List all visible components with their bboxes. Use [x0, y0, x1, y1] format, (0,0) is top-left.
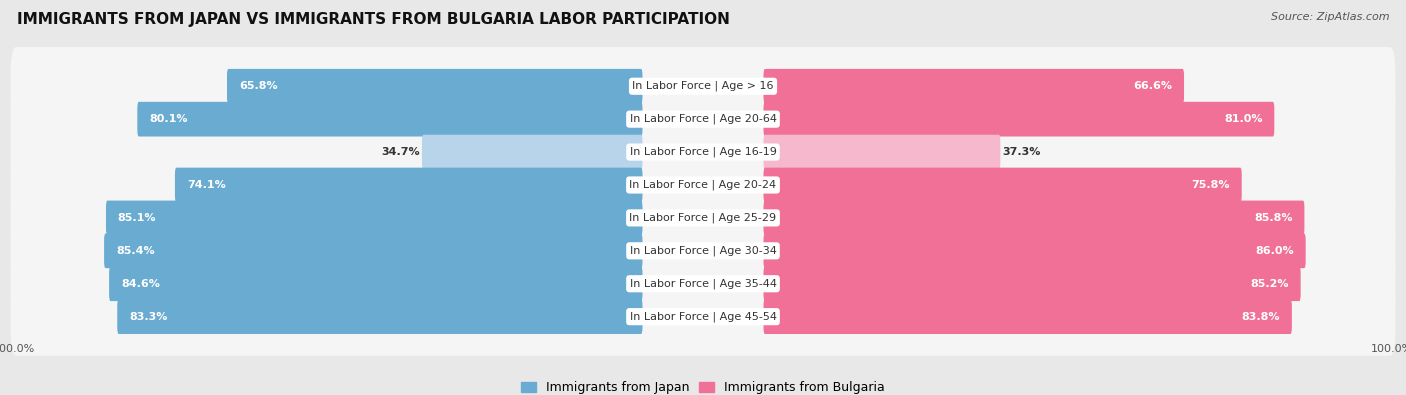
FancyBboxPatch shape [11, 245, 1395, 323]
FancyBboxPatch shape [138, 102, 643, 137]
Text: In Labor Force | Age 20-64: In Labor Force | Age 20-64 [630, 114, 776, 124]
Text: 85.4%: 85.4% [115, 246, 155, 256]
Text: 83.8%: 83.8% [1241, 312, 1279, 322]
FancyBboxPatch shape [763, 135, 1000, 169]
FancyBboxPatch shape [226, 69, 643, 103]
Text: 75.8%: 75.8% [1191, 180, 1230, 190]
Legend: Immigrants from Japan, Immigrants from Bulgaria: Immigrants from Japan, Immigrants from B… [520, 381, 886, 394]
Text: 86.0%: 86.0% [1256, 246, 1294, 256]
Text: 85.8%: 85.8% [1254, 213, 1292, 223]
FancyBboxPatch shape [11, 146, 1395, 224]
FancyBboxPatch shape [11, 80, 1395, 158]
Text: 65.8%: 65.8% [239, 81, 277, 91]
FancyBboxPatch shape [11, 47, 1395, 126]
Text: 83.3%: 83.3% [129, 312, 167, 322]
Text: In Labor Force | Age 45-54: In Labor Force | Age 45-54 [630, 311, 776, 322]
Text: 80.1%: 80.1% [149, 114, 187, 124]
FancyBboxPatch shape [763, 167, 1241, 202]
FancyBboxPatch shape [763, 201, 1305, 235]
Text: 84.6%: 84.6% [121, 279, 160, 289]
FancyBboxPatch shape [11, 277, 1395, 356]
Text: 85.1%: 85.1% [118, 213, 156, 223]
Text: In Labor Force | Age 30-34: In Labor Force | Age 30-34 [630, 246, 776, 256]
FancyBboxPatch shape [763, 299, 1292, 334]
Text: In Labor Force | Age 20-24: In Labor Force | Age 20-24 [630, 180, 776, 190]
FancyBboxPatch shape [11, 113, 1395, 191]
FancyBboxPatch shape [763, 266, 1301, 301]
FancyBboxPatch shape [11, 212, 1395, 290]
Text: 74.1%: 74.1% [187, 180, 225, 190]
FancyBboxPatch shape [110, 266, 643, 301]
Text: In Labor Force | Age 16-19: In Labor Force | Age 16-19 [630, 147, 776, 157]
FancyBboxPatch shape [763, 69, 1184, 103]
Text: 34.7%: 34.7% [381, 147, 420, 157]
Text: 66.6%: 66.6% [1133, 81, 1173, 91]
FancyBboxPatch shape [117, 299, 643, 334]
Text: Source: ZipAtlas.com: Source: ZipAtlas.com [1271, 12, 1389, 22]
Text: In Labor Force | Age > 16: In Labor Force | Age > 16 [633, 81, 773, 92]
Text: 85.2%: 85.2% [1250, 279, 1289, 289]
FancyBboxPatch shape [763, 233, 1306, 268]
Text: IMMIGRANTS FROM JAPAN VS IMMIGRANTS FROM BULGARIA LABOR PARTICIPATION: IMMIGRANTS FROM JAPAN VS IMMIGRANTS FROM… [17, 12, 730, 27]
Text: 81.0%: 81.0% [1225, 114, 1263, 124]
FancyBboxPatch shape [422, 135, 643, 169]
Text: In Labor Force | Age 25-29: In Labor Force | Age 25-29 [630, 213, 776, 223]
FancyBboxPatch shape [174, 167, 643, 202]
FancyBboxPatch shape [104, 233, 643, 268]
FancyBboxPatch shape [105, 201, 643, 235]
Text: In Labor Force | Age 35-44: In Labor Force | Age 35-44 [630, 278, 776, 289]
Text: 37.3%: 37.3% [1002, 147, 1040, 157]
FancyBboxPatch shape [763, 102, 1274, 137]
FancyBboxPatch shape [11, 179, 1395, 257]
